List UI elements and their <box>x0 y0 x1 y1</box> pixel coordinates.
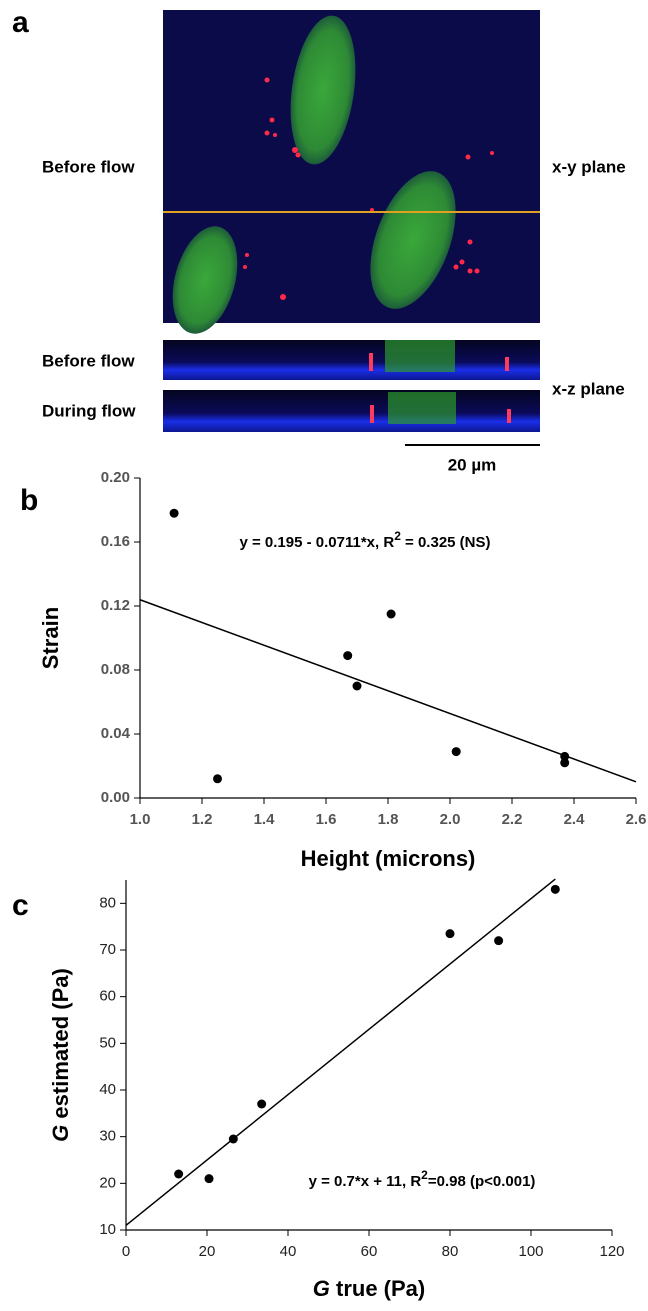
equation: y = 0.195 - 0.0711*x, R2 = 0.325 (NS) <box>239 529 490 551</box>
y-tick-label: 80 <box>99 894 116 911</box>
x-tick-label: 1.6 <box>316 811 337 828</box>
panel-label: c <box>12 889 29 922</box>
y-title-part: G <box>48 1125 73 1142</box>
y-title-part: estimated (Pa) <box>48 968 73 1125</box>
x-tick-label: 40 <box>280 1243 297 1260</box>
panel-label: b <box>20 484 38 517</box>
x-title-part: Height (microns) <box>301 846 476 871</box>
y-tick-label: 50 <box>99 1034 116 1051</box>
x-tick-label: 2.2 <box>502 811 523 828</box>
y-axis-title: G estimated (Pa) <box>48 968 73 1142</box>
x-axis-title: G true (Pa) <box>313 1276 425 1301</box>
point <box>550 884 560 894</box>
x-tick-label: 2.6 <box>626 811 647 828</box>
x-tick-label: 80 <box>442 1243 459 1260</box>
row-label: Before flow <box>42 157 135 176</box>
x-tick-label: 60 <box>361 1243 378 1260</box>
point <box>169 508 179 518</box>
scale-bar-label: 20 µm <box>448 455 497 474</box>
equation-part: 2 <box>394 529 401 543</box>
equation-part: y = 0.195 - 0.0711*x, R <box>239 534 394 551</box>
equation-part: y = 0.7*x + 11, R <box>309 1173 422 1190</box>
x-title-part: G <box>313 1276 330 1301</box>
plane-label: x-z plane <box>552 379 625 398</box>
point <box>257 1099 267 1109</box>
x-tick-label: 2.0 <box>440 811 461 828</box>
x-tick-label: 1.0 <box>130 811 151 828</box>
equation-part: 2 <box>421 1168 428 1182</box>
y-tick-label: 40 <box>99 1081 116 1098</box>
point <box>343 651 353 661</box>
point <box>445 929 455 939</box>
point <box>204 1174 214 1184</box>
x-tick-label: 1.2 <box>192 811 213 828</box>
y-tick-label: 0.16 <box>101 533 130 550</box>
x-axis-title: Height (microns) <box>301 846 476 871</box>
x-tick-label: 1.4 <box>254 811 276 828</box>
x-tick-label: 1.8 <box>378 811 399 828</box>
y-tick-label: 60 <box>99 988 116 1005</box>
y-tick-label: 30 <box>99 1128 116 1145</box>
plane-label: x-y plane <box>552 157 626 176</box>
fit-line <box>139 599 637 783</box>
panel-label: a <box>12 6 29 39</box>
y-tick-label: 70 <box>99 941 116 958</box>
fit-line <box>125 878 556 1226</box>
x-title-part: true (Pa) <box>330 1276 425 1301</box>
x-tick-label: 20 <box>199 1243 216 1260</box>
y-tick-label: 0.00 <box>101 789 130 806</box>
y-tick-label: 0.08 <box>101 661 130 678</box>
equation: y = 0.7*x + 11, R2=0.98 (p<0.001) <box>309 1168 536 1190</box>
point <box>494 936 504 946</box>
x-tick-label: 120 <box>599 1243 624 1260</box>
equation-part: =0.98 (p<0.001) <box>428 1173 536 1190</box>
equation-part: = 0.325 (NS) <box>401 534 491 551</box>
micrograph <box>163 10 540 446</box>
y-tick-label: 20 <box>99 1174 116 1191</box>
point <box>213 774 222 784</box>
y-tick-label: 0.20 <box>101 469 130 486</box>
point <box>352 681 362 691</box>
row-label: Before flow <box>42 351 135 370</box>
point <box>560 751 570 761</box>
x-tick-label: 2.4 <box>564 811 586 828</box>
point <box>451 747 461 757</box>
x-tick-label: 100 <box>518 1243 543 1260</box>
point <box>386 609 396 619</box>
point <box>228 1134 238 1144</box>
x-tick-label: 0 <box>122 1243 130 1260</box>
y-axis-title: Strain <box>38 607 63 669</box>
point <box>174 1169 184 1179</box>
point <box>560 758 570 768</box>
row-label: During flow <box>42 401 136 420</box>
y-tick-label: 10 <box>99 1221 116 1238</box>
y-title-part: Strain <box>38 607 63 669</box>
y-tick-label: 0.04 <box>101 725 131 742</box>
y-tick-label: 0.12 <box>101 597 130 614</box>
